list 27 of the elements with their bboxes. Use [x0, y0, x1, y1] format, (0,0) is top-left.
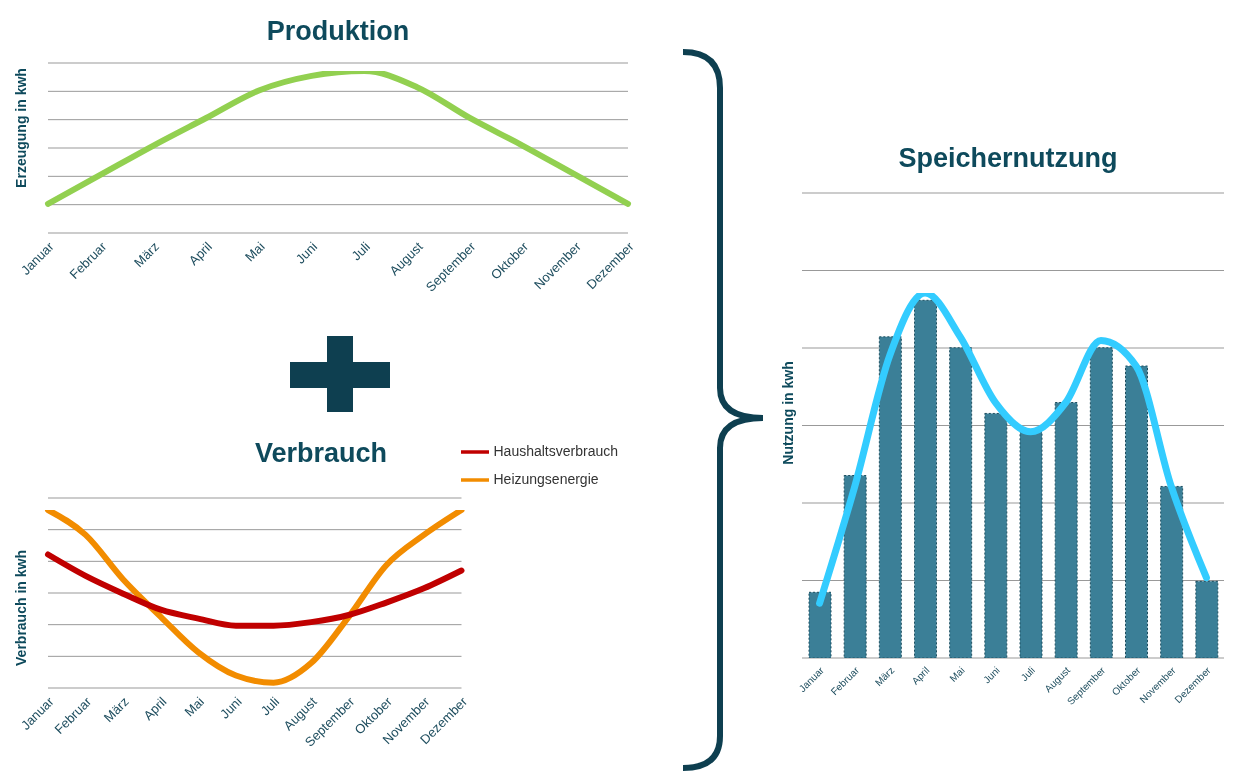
bar [1160, 485, 1184, 658]
chart-title: Produktion [265, 16, 411, 47]
bar [949, 347, 973, 658]
bar [878, 336, 902, 658]
bar [1125, 365, 1148, 658]
bar [914, 299, 937, 658]
y-axis-title: Verbrauch in kwh [13, 550, 29, 666]
x-tick-label: Juni [981, 664, 1002, 686]
bar [1195, 580, 1219, 658]
chart-title: Speichernutzung [897, 143, 1119, 174]
x-tick-label: Juli [348, 238, 374, 264]
x-tick-label: Juli [257, 693, 283, 719]
x-tick-label: Mai [242, 238, 268, 265]
y-axis-title: Nutzung in kwh [780, 361, 796, 465]
bar [843, 475, 867, 658]
x-tick-label: Juli [1018, 664, 1038, 684]
x-tick-label: Mai [181, 693, 208, 720]
bar [984, 412, 1008, 658]
legend-label: Haushaltsverbrauch [493, 442, 618, 459]
bar [1089, 347, 1113, 658]
bar [1054, 402, 1078, 658]
bar [808, 591, 832, 658]
legend-label: Heizungsenergie [493, 470, 599, 487]
bar [1019, 431, 1043, 658]
chart-title: Verbrauch [253, 438, 389, 469]
x-tick-label: Mai [947, 664, 967, 684]
y-axis-title: Erzeugung in kwh [13, 68, 29, 188]
